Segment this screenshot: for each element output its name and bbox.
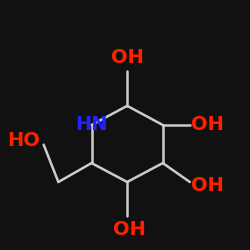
Text: OH: OH [191,116,224,134]
Text: HO: HO [7,132,40,150]
Text: HN: HN [75,116,108,134]
Text: OH: OH [191,176,224,195]
Text: OH: OH [111,48,144,67]
Text: OH: OH [113,220,146,238]
